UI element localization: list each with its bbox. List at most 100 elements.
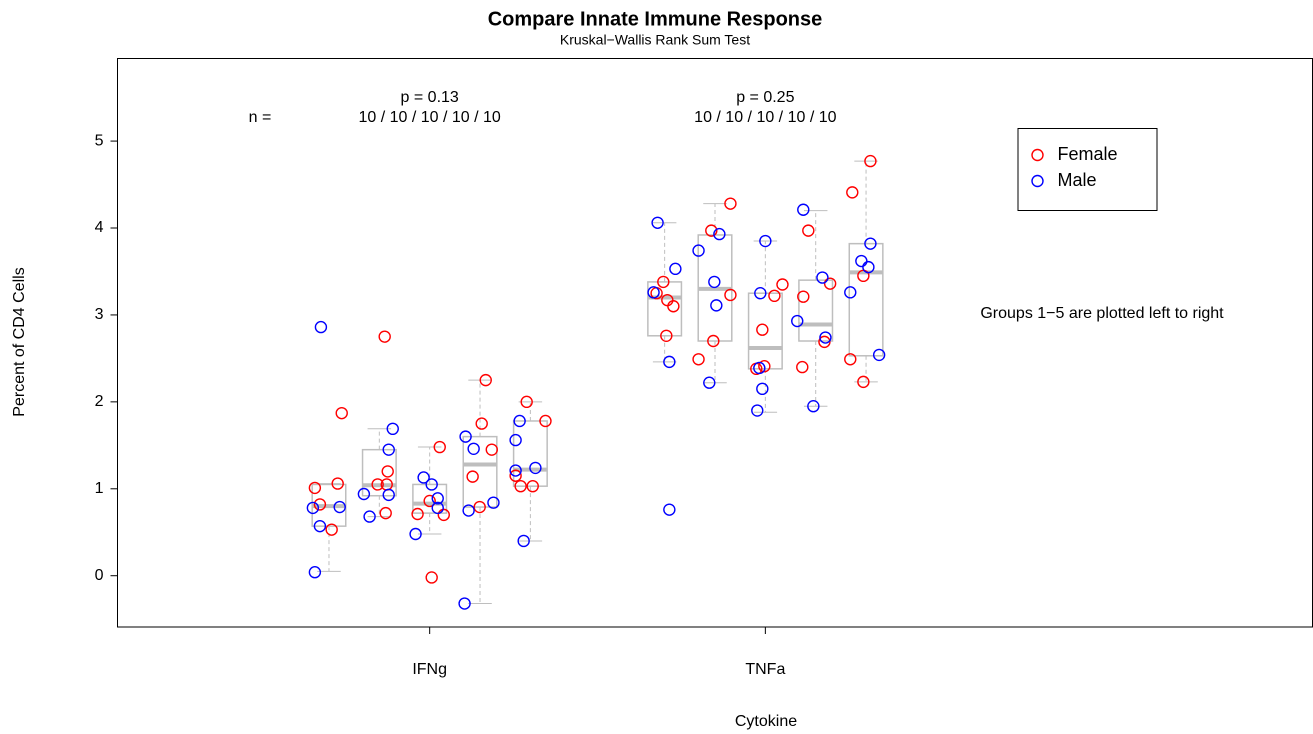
- x-tick-label: IFNg: [412, 661, 447, 678]
- point: [657, 275, 670, 289]
- point: [710, 299, 723, 312]
- point: [437, 508, 450, 522]
- point: [509, 464, 522, 477]
- point: [313, 498, 327, 511]
- point: [433, 440, 446, 454]
- point: [331, 477, 344, 490]
- point: [509, 433, 522, 447]
- point: [756, 382, 769, 396]
- point: [862, 260, 875, 274]
- point: [797, 203, 810, 216]
- p-value-label: p = 0.13: [401, 89, 459, 106]
- point: [425, 571, 438, 584]
- point: [459, 430, 472, 443]
- point: [703, 376, 716, 389]
- y-tick-label: 1: [95, 480, 104, 497]
- point: [386, 422, 399, 436]
- point: [308, 566, 322, 579]
- point: [467, 442, 480, 456]
- box: [361, 448, 397, 497]
- point: [651, 216, 664, 229]
- n-prefix: n =: [249, 109, 272, 126]
- point: [768, 289, 781, 303]
- chart-subtitle: Kruskal−Wallis Rank Sum Test: [560, 32, 750, 48]
- point: [357, 487, 371, 501]
- point: [306, 501, 320, 515]
- box: [512, 420, 548, 487]
- point: [314, 320, 328, 334]
- point: [692, 353, 705, 366]
- point: [713, 227, 726, 241]
- point: [864, 154, 877, 168]
- point: [819, 331, 832, 344]
- point: [529, 461, 542, 475]
- point: [487, 496, 500, 509]
- point: [382, 488, 395, 502]
- point: [663, 355, 676, 369]
- point: [526, 479, 539, 493]
- point: [333, 500, 346, 514]
- p-value-label: p = 0.25: [736, 89, 794, 106]
- point: [379, 506, 392, 520]
- y-tick-label: 0: [95, 567, 104, 584]
- point: [797, 290, 810, 303]
- point: [692, 244, 705, 257]
- point: [857, 375, 870, 389]
- point: [431, 501, 444, 515]
- n-label: 10 / 10 / 10 / 10 / 10: [359, 109, 501, 126]
- point: [382, 443, 395, 456]
- y-tick-label: 4: [95, 219, 104, 236]
- point: [751, 404, 764, 417]
- point: [517, 534, 530, 548]
- box: [798, 279, 834, 342]
- legend-marker: [1031, 148, 1044, 162]
- point: [791, 314, 804, 328]
- point: [807, 400, 820, 413]
- point: [663, 503, 676, 516]
- point: [520, 395, 533, 409]
- point: [754, 287, 767, 300]
- point: [411, 507, 424, 521]
- point: [381, 465, 394, 478]
- legend-label: Female: [1058, 144, 1118, 164]
- point: [363, 510, 376, 523]
- box: [848, 242, 884, 357]
- chart-title: Compare Innate Immune Response: [488, 8, 823, 30]
- point: [325, 523, 338, 536]
- point: [844, 353, 857, 366]
- point: [708, 275, 721, 289]
- y-tick-label: 2: [95, 393, 104, 410]
- point: [473, 500, 486, 514]
- box: [412, 483, 448, 514]
- y-tick-label: 5: [95, 132, 104, 149]
- point: [872, 348, 886, 362]
- point: [513, 414, 526, 428]
- point: [425, 478, 438, 491]
- point: [466, 470, 479, 483]
- point: [707, 334, 720, 348]
- point: [539, 414, 552, 428]
- point: [660, 329, 673, 342]
- point: [371, 478, 384, 491]
- point: [514, 479, 527, 493]
- point: [409, 527, 422, 541]
- box: [462, 435, 498, 508]
- box: [647, 281, 683, 337]
- point: [462, 504, 475, 517]
- y-axis-label: Percent of CD4 Cells: [11, 267, 28, 416]
- point: [796, 360, 809, 374]
- point: [756, 323, 769, 336]
- point: [423, 494, 436, 508]
- box: [747, 292, 783, 370]
- point: [802, 224, 815, 237]
- point: [431, 492, 444, 505]
- note: Groups 1−5 are plotted left to right: [980, 305, 1224, 322]
- point: [669, 262, 682, 276]
- point: [823, 277, 837, 290]
- point: [475, 417, 488, 430]
- legend-frame: [1017, 128, 1158, 211]
- x-tick-label: TNFa: [745, 661, 785, 678]
- point: [855, 254, 868, 268]
- point: [864, 237, 877, 250]
